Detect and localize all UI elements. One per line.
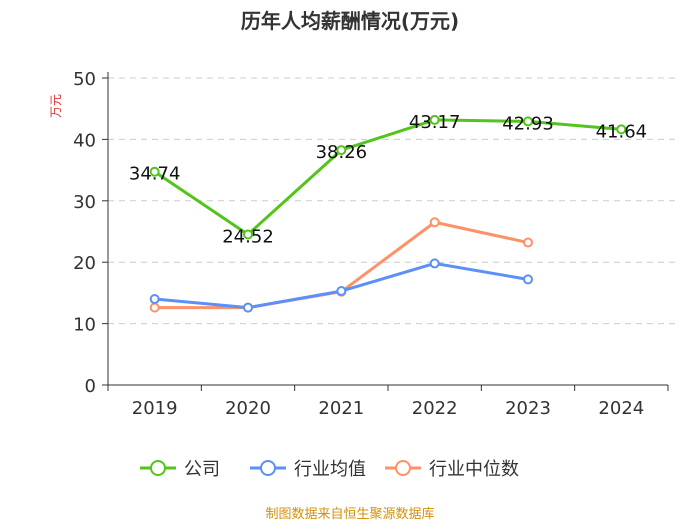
x-tick-label: 2022 bbox=[412, 398, 458, 419]
data-label: 34.74 bbox=[129, 164, 181, 185]
x-tick-label: 2019 bbox=[132, 398, 178, 419]
legend-label: 公司 bbox=[184, 459, 220, 480]
data-point bbox=[523, 274, 533, 285]
data-point bbox=[149, 302, 160, 313]
data-label: 43.17 bbox=[409, 112, 461, 133]
legend-marker bbox=[150, 460, 166, 476]
legend-label: 行业均值 bbox=[294, 459, 366, 480]
data-point bbox=[429, 217, 440, 228]
chart-title: 历年人均薪酬情况(万元) bbox=[241, 9, 459, 33]
y-axis-label: 万元 bbox=[49, 94, 63, 118]
data-label: 24.52 bbox=[222, 226, 274, 247]
data-point bbox=[336, 145, 347, 156]
y-tick-label: 30 bbox=[73, 192, 96, 213]
legend-marker bbox=[260, 460, 276, 476]
legend-marker bbox=[395, 460, 411, 476]
series-line-1 bbox=[154, 261, 529, 310]
data-point bbox=[429, 114, 440, 125]
legend-label: 行业中位数 bbox=[429, 459, 519, 480]
series-line-0 bbox=[153, 118, 622, 237]
x-tick-label: 2021 bbox=[318, 398, 364, 419]
y-tick-label: 0 bbox=[85, 376, 96, 397]
y-tick-label: 10 bbox=[73, 315, 96, 336]
y-tick-label: 40 bbox=[73, 130, 96, 151]
data-point bbox=[336, 286, 347, 297]
data-point bbox=[149, 166, 160, 177]
data-label: 42.93 bbox=[502, 113, 554, 134]
y-tick-label: 50 bbox=[73, 69, 96, 90]
data-label: 41.64 bbox=[596, 121, 648, 142]
data-label: 38.26 bbox=[316, 142, 368, 163]
data-point bbox=[429, 258, 440, 269]
x-tick-label: 2020 bbox=[225, 398, 271, 419]
data-point bbox=[523, 116, 533, 127]
data-point bbox=[243, 229, 253, 240]
data-point bbox=[149, 294, 160, 305]
data-point bbox=[616, 124, 627, 135]
x-tick-label: 2023 bbox=[505, 398, 551, 419]
y-tick-label: 20 bbox=[73, 253, 96, 274]
footer-source: 制图数据来自恒生聚源数据库 bbox=[265, 506, 434, 522]
data-point bbox=[243, 302, 253, 313]
data-point bbox=[523, 237, 533, 248]
x-tick-label: 2024 bbox=[598, 398, 644, 419]
